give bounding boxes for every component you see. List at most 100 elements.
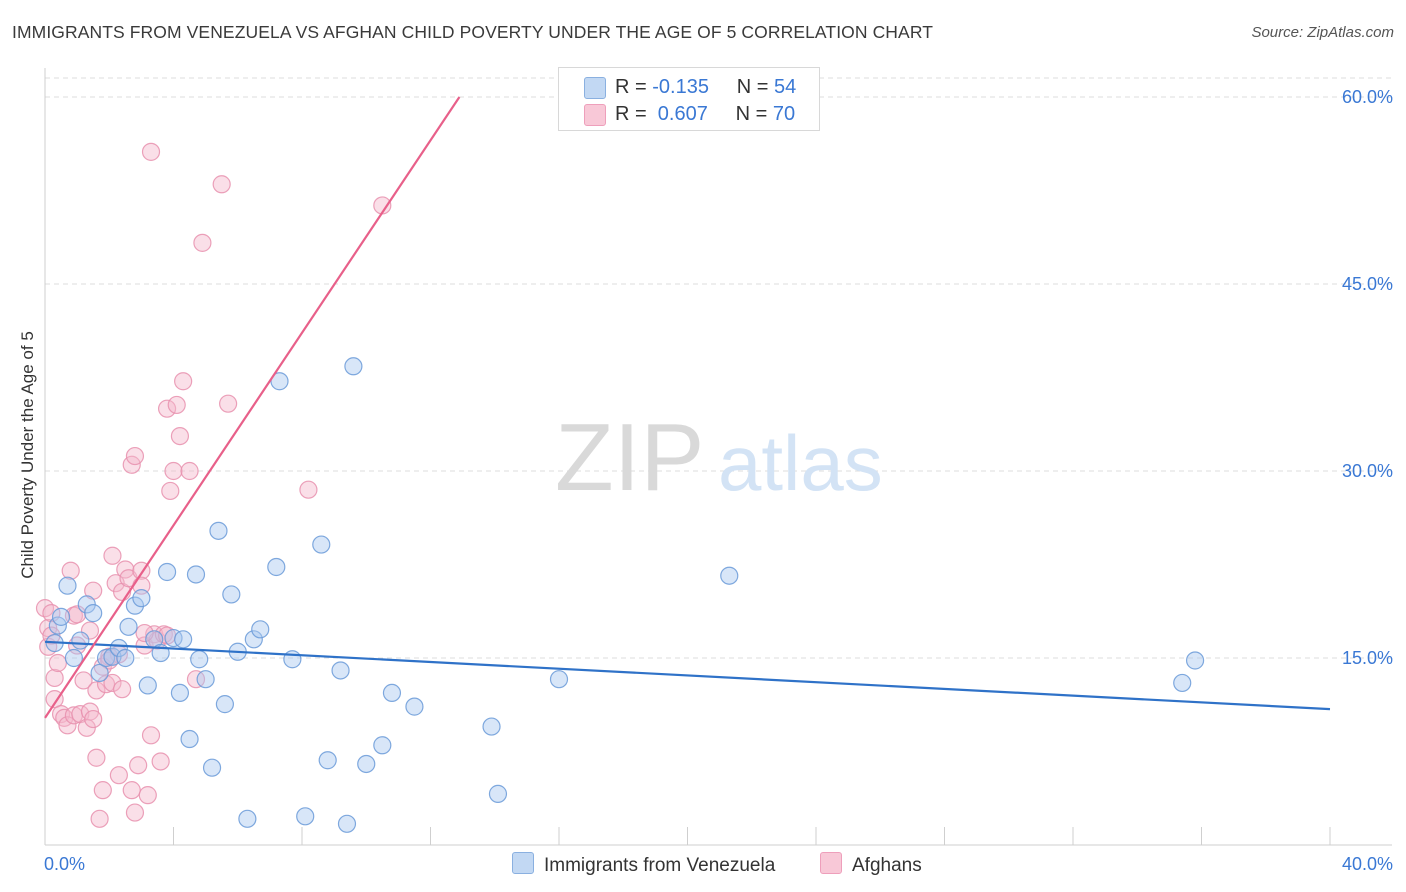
bottom-legend-swatch-venezuela [512,852,534,874]
gridlines [45,77,1392,659]
legend-swatch-venezuela [584,77,606,99]
afghans-point [151,752,170,771]
venezuela-point [238,809,257,828]
venezuela-point [186,565,206,584]
bottom-legend-afghans: Afghans [820,852,922,876]
legend-n-label: N = [736,76,769,98]
venezuela-point [132,589,151,608]
venezuela-point [373,736,392,755]
x-tick-label: 40.0% [1342,854,1393,874]
venezuela-point [209,521,228,540]
legend-r-label: R = [615,76,647,98]
axes [44,68,1392,846]
venezuela-point [283,650,302,669]
tick-labels: 15.0% 30.0% 45.0% 60.0% 0.0% 40.0% [44,87,1393,874]
afghans-point [122,781,141,800]
venezuela-point [488,784,508,803]
venezuela-point [720,566,739,585]
afghans-point [157,399,177,418]
afghans-point [74,671,93,690]
bottom-legend-venezuela: Immigrants from Venezuela [512,852,775,876]
afghans-point [125,803,145,822]
legend-r-value-venezuela: -0.135 [652,76,709,98]
venezuela-point [296,807,315,826]
venezuela-trend-line [44,640,1331,711]
afghans-point [93,781,112,800]
afghans-point [90,809,109,828]
y-tick-label: 45.0% [1342,274,1393,294]
bottom-legend-label-afghans: Afghans [852,855,922,876]
afghans-point [135,623,154,643]
venezuela-point [244,630,263,649]
afghans-point [80,621,100,640]
venezuela-point [1173,673,1192,693]
afghans-point [109,766,128,785]
afghans-point [164,461,183,481]
venezuela-point [196,670,215,689]
venezuela-point [482,717,501,736]
bottom-legend-label-venezuela: Immigrants from Venezuela [544,855,776,876]
afghans-trend-line [44,96,461,719]
afghans-point [193,233,212,252]
venezuela-point [331,661,350,680]
afghans-point [138,786,157,805]
afghans-point [170,426,190,446]
afghans-points [35,142,392,828]
venezuela-point [251,620,270,639]
venezuela-point [549,670,569,689]
afghans-point [45,690,64,709]
legend-n-label: N = [735,103,768,125]
afghans-point [186,670,206,689]
afghans-point [48,653,67,673]
afghans-point [103,546,122,565]
venezuela-point [51,607,71,626]
venezuela-point [119,617,138,636]
venezuela-point [96,648,116,668]
afghans-point [103,673,122,693]
venezuela-point [116,648,135,668]
venezuela-point [202,758,222,777]
watermark-atlas: atlas [718,419,883,507]
legend-r-value-afghans: 0.607 [652,103,708,125]
venezuela-point [71,631,90,650]
correlation-legend: R = -0.135 N = 54 R = 0.607 N = 70 [558,67,820,131]
legend-r-label: R = [615,103,647,125]
venezuela-point [312,535,331,554]
afghans-point [129,756,148,775]
afghans-point [112,680,132,699]
y-tick-label: 30.0% [1342,461,1393,481]
venezuela-point [382,683,402,703]
afghans-point [45,668,64,688]
afghans-point [174,372,193,391]
y-tick-label: 60.0% [1342,87,1393,107]
afghans-point [125,446,145,466]
venezuela-point [90,663,109,683]
afghans-point [212,175,231,194]
legend-swatch-afghans [584,104,606,126]
afghans-point [61,561,80,580]
venezuela-point [318,751,337,770]
afghans-point [84,709,103,729]
afghans-point [167,395,186,415]
venezuela-point [125,596,145,615]
venezuela-point [180,729,199,749]
x-tick-label: 0.0% [44,854,85,874]
legend-n-value-afghans: 70 [772,103,796,125]
legend-n-value-venezuela: 54 [774,76,797,98]
venezuela-point [138,676,157,695]
venezuela-point [109,638,128,658]
afghans-point [87,748,106,767]
watermark: ZIP atlas [555,404,883,511]
venezuela-point [357,754,376,774]
watermark-zip: ZIP [555,404,704,511]
venezuela-point [157,562,177,582]
venezuela-point [64,648,84,668]
venezuela-point [164,628,183,648]
venezuela-point [222,585,241,604]
venezuela-point [58,576,77,595]
afghans-point [161,481,180,501]
venezuela-point [170,683,190,703]
afghans-point [141,726,161,745]
venezuela-point [405,697,424,716]
